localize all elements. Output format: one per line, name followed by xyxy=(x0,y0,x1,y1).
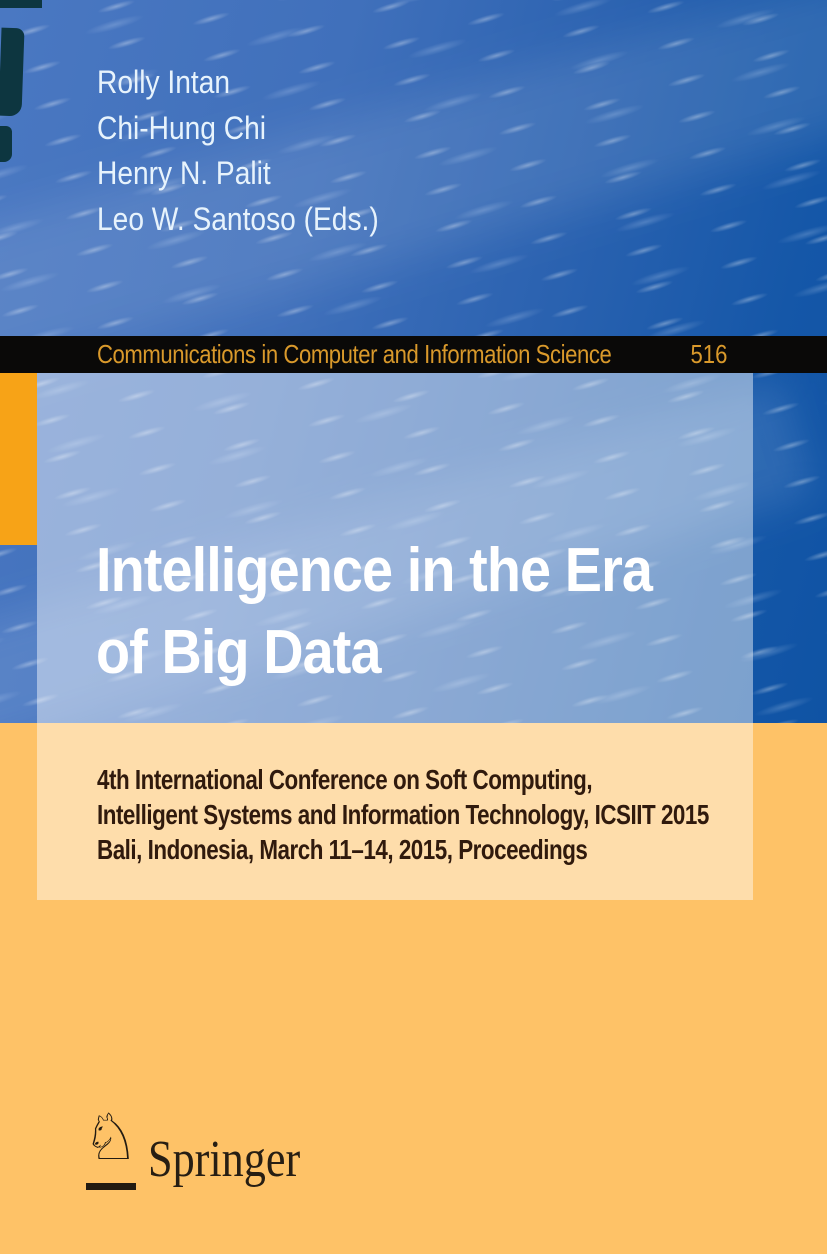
book-title-line: Intelligence in the Era xyxy=(96,536,653,605)
photo-dark-detail xyxy=(0,0,42,8)
subtitle-line: 4th International Conference on Soft Com… xyxy=(97,764,593,795)
author-name: Chi-Hung Chi xyxy=(97,109,267,146)
springer-horse-icon: ♘ xyxy=(82,1101,140,1175)
author-name: Henry N. Palit xyxy=(97,155,271,191)
title-panel xyxy=(37,373,753,900)
book-title: Intelligence in the Era of Big Data xyxy=(96,530,653,694)
series-band: Communications in Computer and Informati… xyxy=(0,336,827,373)
publisher-name: Springer xyxy=(148,1131,301,1188)
series-volume: 516 xyxy=(690,339,727,369)
photo-dark-detail xyxy=(0,126,12,162)
logo-base-bar xyxy=(86,1183,136,1190)
subtitle-line: Bali, Indonesia, March 11–14, 2015, Proc… xyxy=(97,834,588,865)
photo-dark-detail xyxy=(0,27,25,117)
subtitle-line: Intelligent Systems and Information Tech… xyxy=(97,799,709,830)
series-title: Communications in Computer and Informati… xyxy=(97,339,612,369)
book-title-line: of Big Data xyxy=(96,618,382,687)
authors-block: Rolly Intan Chi-Hung Chi Henry N. Palit … xyxy=(97,60,379,242)
author-name: Leo W. Santoso (Eds.) xyxy=(97,200,379,237)
author-name: Rolly Intan xyxy=(97,64,231,100)
book-subtitle: 4th International Conference on Soft Com… xyxy=(97,762,709,867)
orange-accent-bar xyxy=(0,373,37,545)
